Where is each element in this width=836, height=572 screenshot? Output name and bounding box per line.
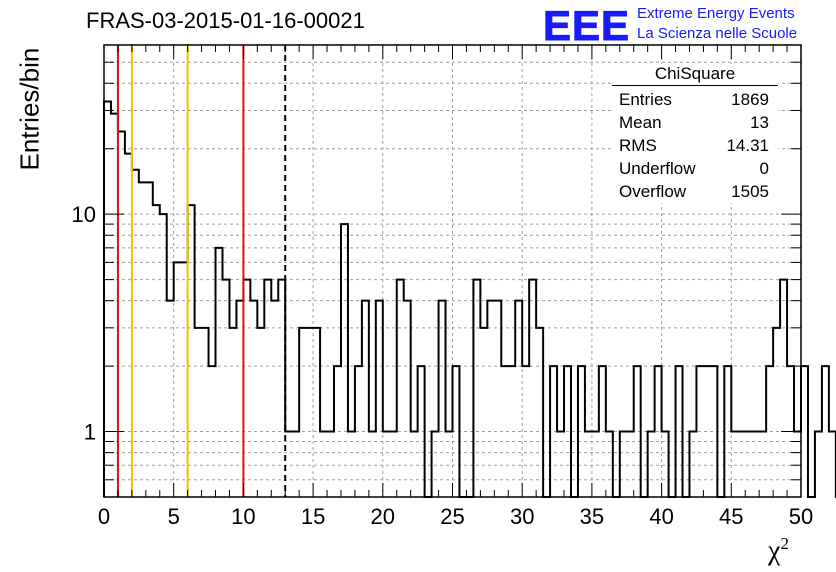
- x-tick-label: 45: [719, 504, 743, 529]
- stats-row-mean: Mean 13: [619, 113, 769, 132]
- x-tick-label: 0: [98, 504, 110, 529]
- x-tick-label: 10: [231, 504, 255, 529]
- eee-logo: EEE: [542, 2, 631, 50]
- histogram-outline: [103, 100, 836, 498]
- x-tick-label: 15: [301, 504, 325, 529]
- y-tick-label: 1: [84, 420, 96, 445]
- stats-box: ChiSquare Entries 1869 Mean 13 RMS 14.31 Un…: [612, 64, 778, 203]
- stats-row-underflow: Underflow 0: [619, 159, 769, 178]
- stats-row-overflow: Overflow 1505: [619, 182, 769, 201]
- stats-row-rms: RMS 14.31: [619, 136, 769, 155]
- x-tick-label: 5: [168, 504, 180, 529]
- x-axis-label: χ2: [768, 534, 789, 567]
- chart-title: FRAS-03-2015-01-16-00021: [86, 8, 365, 33]
- x-tick-label: 40: [649, 504, 673, 529]
- y-axis-label: Entries/bin: [14, 47, 45, 171]
- logo-line-1: Extreme Energy Events: [637, 5, 795, 22]
- y-tick-label: 10: [72, 202, 96, 227]
- logo-line-2: La Scienza nelle Scuole: [637, 25, 798, 42]
- x-tick-label: 50: [789, 504, 813, 529]
- x-tick-label: 25: [440, 504, 464, 529]
- x-tick-label: 20: [371, 504, 395, 529]
- stats-title: ChiSquare: [612, 64, 778, 86]
- x-tick-label: 30: [510, 504, 534, 529]
- x-tick-label: 35: [580, 504, 604, 529]
- stats-row-entries: Entries 1869: [619, 90, 769, 109]
